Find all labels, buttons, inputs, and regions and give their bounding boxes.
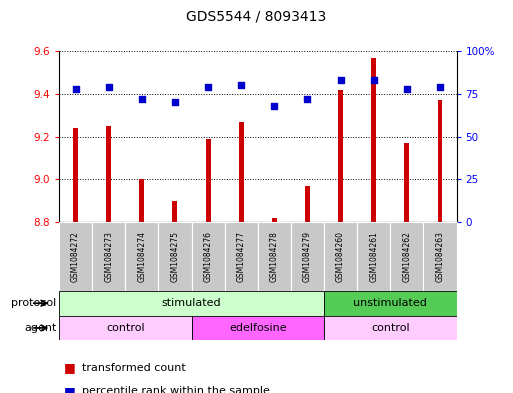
Point xyxy=(105,84,113,90)
Text: control: control xyxy=(371,323,409,333)
Text: edelfosine: edelfosine xyxy=(229,323,287,333)
Bar xyxy=(172,201,177,222)
Bar xyxy=(206,139,210,222)
Text: percentile rank within the sample: percentile rank within the sample xyxy=(82,386,270,393)
Point xyxy=(171,99,179,105)
Bar xyxy=(272,218,277,222)
Point xyxy=(137,96,146,102)
Text: GSM1084262: GSM1084262 xyxy=(402,231,411,282)
Point xyxy=(403,86,411,92)
Bar xyxy=(59,316,191,340)
Text: GSM1084263: GSM1084263 xyxy=(436,231,444,282)
Point xyxy=(204,84,212,90)
Bar xyxy=(324,316,457,340)
Bar xyxy=(338,90,343,222)
Text: unstimulated: unstimulated xyxy=(353,298,427,308)
Bar xyxy=(191,316,324,340)
Text: transformed count: transformed count xyxy=(82,363,186,373)
Text: stimulated: stimulated xyxy=(162,298,221,308)
Point xyxy=(370,77,378,83)
Text: GSM1084274: GSM1084274 xyxy=(137,231,146,282)
Point xyxy=(303,96,311,102)
Bar xyxy=(291,222,324,291)
Text: ■: ■ xyxy=(64,385,76,393)
Bar xyxy=(357,222,390,291)
Bar xyxy=(106,126,111,222)
Text: GSM1084279: GSM1084279 xyxy=(303,231,312,282)
Bar xyxy=(404,143,409,222)
Point xyxy=(237,82,245,88)
Bar xyxy=(73,128,78,222)
Point xyxy=(436,84,444,90)
Text: ■: ■ xyxy=(64,361,76,375)
Text: GSM1084261: GSM1084261 xyxy=(369,231,378,282)
Text: GSM1084272: GSM1084272 xyxy=(71,231,80,282)
Bar xyxy=(59,291,324,316)
Bar xyxy=(59,222,92,291)
Bar xyxy=(159,222,191,291)
Bar xyxy=(125,222,159,291)
Text: GDS5544 / 8093413: GDS5544 / 8093413 xyxy=(186,10,327,24)
Bar xyxy=(423,222,457,291)
Bar xyxy=(390,222,423,291)
Bar xyxy=(92,222,125,291)
Bar xyxy=(225,222,258,291)
Point xyxy=(71,86,80,92)
Bar xyxy=(191,222,225,291)
Text: GSM1084260: GSM1084260 xyxy=(336,231,345,282)
Bar xyxy=(371,57,376,222)
Point xyxy=(270,103,279,109)
Text: GSM1084277: GSM1084277 xyxy=(236,231,246,282)
Bar xyxy=(324,291,457,316)
Text: GSM1084275: GSM1084275 xyxy=(170,231,180,282)
Bar xyxy=(239,121,244,222)
Text: control: control xyxy=(106,323,145,333)
Bar xyxy=(324,222,357,291)
Text: GSM1084273: GSM1084273 xyxy=(104,231,113,282)
Text: GSM1084278: GSM1084278 xyxy=(270,231,279,282)
Bar xyxy=(258,222,291,291)
Text: agent: agent xyxy=(24,323,56,333)
Bar xyxy=(438,100,443,222)
Text: protocol: protocol xyxy=(11,298,56,308)
Text: GSM1084276: GSM1084276 xyxy=(204,231,212,282)
Bar xyxy=(305,186,310,222)
Point xyxy=(337,77,345,83)
Bar xyxy=(140,179,144,222)
